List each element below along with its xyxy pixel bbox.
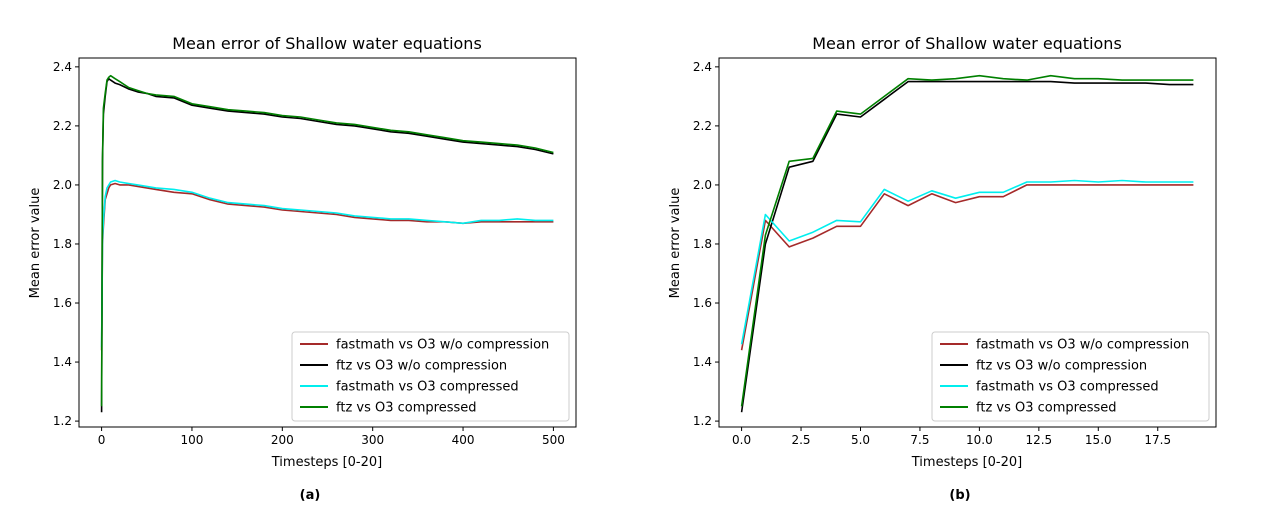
chart-b-x-tick-label: 15.0: [1085, 433, 1112, 447]
chart-a-y-tick-label: 1.4: [53, 355, 72, 369]
chart-a-y-tick-label: 1.6: [53, 296, 72, 310]
chart-a-series-line-3: [100, 179, 554, 348]
chart-b-series-line-1: [740, 184, 1194, 351]
chart-a-y-tick-label: 2.2: [53, 119, 72, 133]
chart-b-y-tick-label: 1.2: [693, 414, 712, 428]
chart-a-x-tick-label: 0: [98, 433, 106, 447]
chart-a-y-tick-label: 2.0: [53, 178, 72, 192]
chart-b-legend-label: fastmath vs O3 w/o compression: [976, 338, 1189, 353]
chart-b-y-axis-label: Mean error value: [668, 188, 683, 299]
chart-a-x-tick-label: 200: [271, 433, 294, 447]
chart-b-series-line-3: [740, 179, 1194, 345]
chart-b-legend-label: ftz vs O3 compressed: [976, 401, 1117, 416]
chart-b-x-tick-label: 2.5: [791, 433, 810, 447]
chart-a-ticks: 0 100 200 300 400 500 1.2 1.4 1.6 1.8 2.0 2.2 2.4: [53, 60, 565, 447]
chart-a-x-tick-label: 100: [181, 433, 204, 447]
chart-b-legend-label: fastmath vs O3 compressed: [976, 380, 1159, 395]
chart-b-y-tick-label: 1.6: [693, 296, 712, 310]
chart-b-legend-label: ftz vs O3 w/o compression: [976, 359, 1147, 374]
chart-a-series-line-2: [100, 77, 554, 413]
chart-a-legend: fastmath vs O3 w/o compression ftz vs O3 …: [291, 331, 570, 422]
chart-b-y-tick-label: 2.0: [693, 178, 712, 192]
chart-a-legend-label: ftz vs O3 w/o compression: [336, 359, 507, 374]
chart-b-series-lines: [740, 74, 1194, 413]
chart-b-ticks: 0.0 2.5 5.0 7.5 10.0 12.5 15.0 17.5 1.2 1.4 1.6 1.8…: [693, 60, 1171, 447]
chart-a-x-axis-label: Timesteps [0-20]: [271, 455, 383, 470]
chart-b-x-axis-label: Timesteps [0-20]: [911, 455, 1023, 470]
chart-a-title: Mean error of Shallow water equations: [172, 34, 482, 53]
chart-a-series-lines: [100, 74, 554, 413]
chart-a-y-tick-label: 1.8: [53, 237, 72, 251]
chart-a: Mean error of Shallow water equations Ti…: [28, 34, 577, 503]
chart-b-y-tick-label: 1.8: [693, 237, 712, 251]
chart-a-plot-frame: [78, 57, 577, 428]
chart-a-legend-label: fastmath vs O3 w/o compression: [336, 338, 549, 353]
chart-a-x-tick-label: 400: [452, 433, 475, 447]
chart-b-y-tick-label: 1.4: [693, 355, 712, 369]
chart-b-x-tick-label: 12.5: [1025, 433, 1052, 447]
chart-b-legend: fastmath vs O3 w/o compression ftz vs O3 …: [931, 331, 1210, 422]
caption-a: (a): [300, 488, 321, 503]
chart-a-legend-label: ftz vs O3 compressed: [336, 401, 477, 416]
chart-a-x-tick-label: 300: [361, 433, 384, 447]
chart-b-legend-box: [931, 331, 1210, 422]
chart-a-legend-box: [291, 331, 570, 422]
caption-b: (b): [949, 488, 970, 503]
chart-b-title: Mean error of Shallow water equations: [812, 34, 1122, 53]
chart-b-x-tick-label: 5.0: [851, 433, 870, 447]
chart-b-x-tick-label: 7.5: [910, 433, 929, 447]
chart-a-series-line-1: [100, 182, 554, 351]
chart-b-x-tick-label: 0.0: [732, 433, 751, 447]
chart-b-series-line-4: [740, 74, 1194, 407]
chart-b-plot-frame: [718, 57, 1217, 428]
chart-b-series-line-2: [740, 80, 1194, 413]
chart-b-x-tick-label: 10.0: [966, 433, 993, 447]
chart-b: Mean error of Shallow water equations Ti…: [668, 34, 1217, 503]
chart-a-legend-label: fastmath vs O3 compressed: [336, 380, 519, 395]
chart-a-series-line-4: [100, 74, 554, 407]
chart-a-x-tick-label: 500: [542, 433, 565, 447]
chart-a-y-tick-label: 2.4: [53, 60, 72, 74]
chart-a-y-tick-label: 1.2: [53, 414, 72, 428]
chart-b-y-tick-label: 2.2: [693, 119, 712, 133]
chart-b-x-tick-label: 17.5: [1144, 433, 1171, 447]
chart-b-y-tick-label: 2.4: [693, 60, 712, 74]
chart-a-y-axis-label: Mean error value: [28, 188, 43, 299]
